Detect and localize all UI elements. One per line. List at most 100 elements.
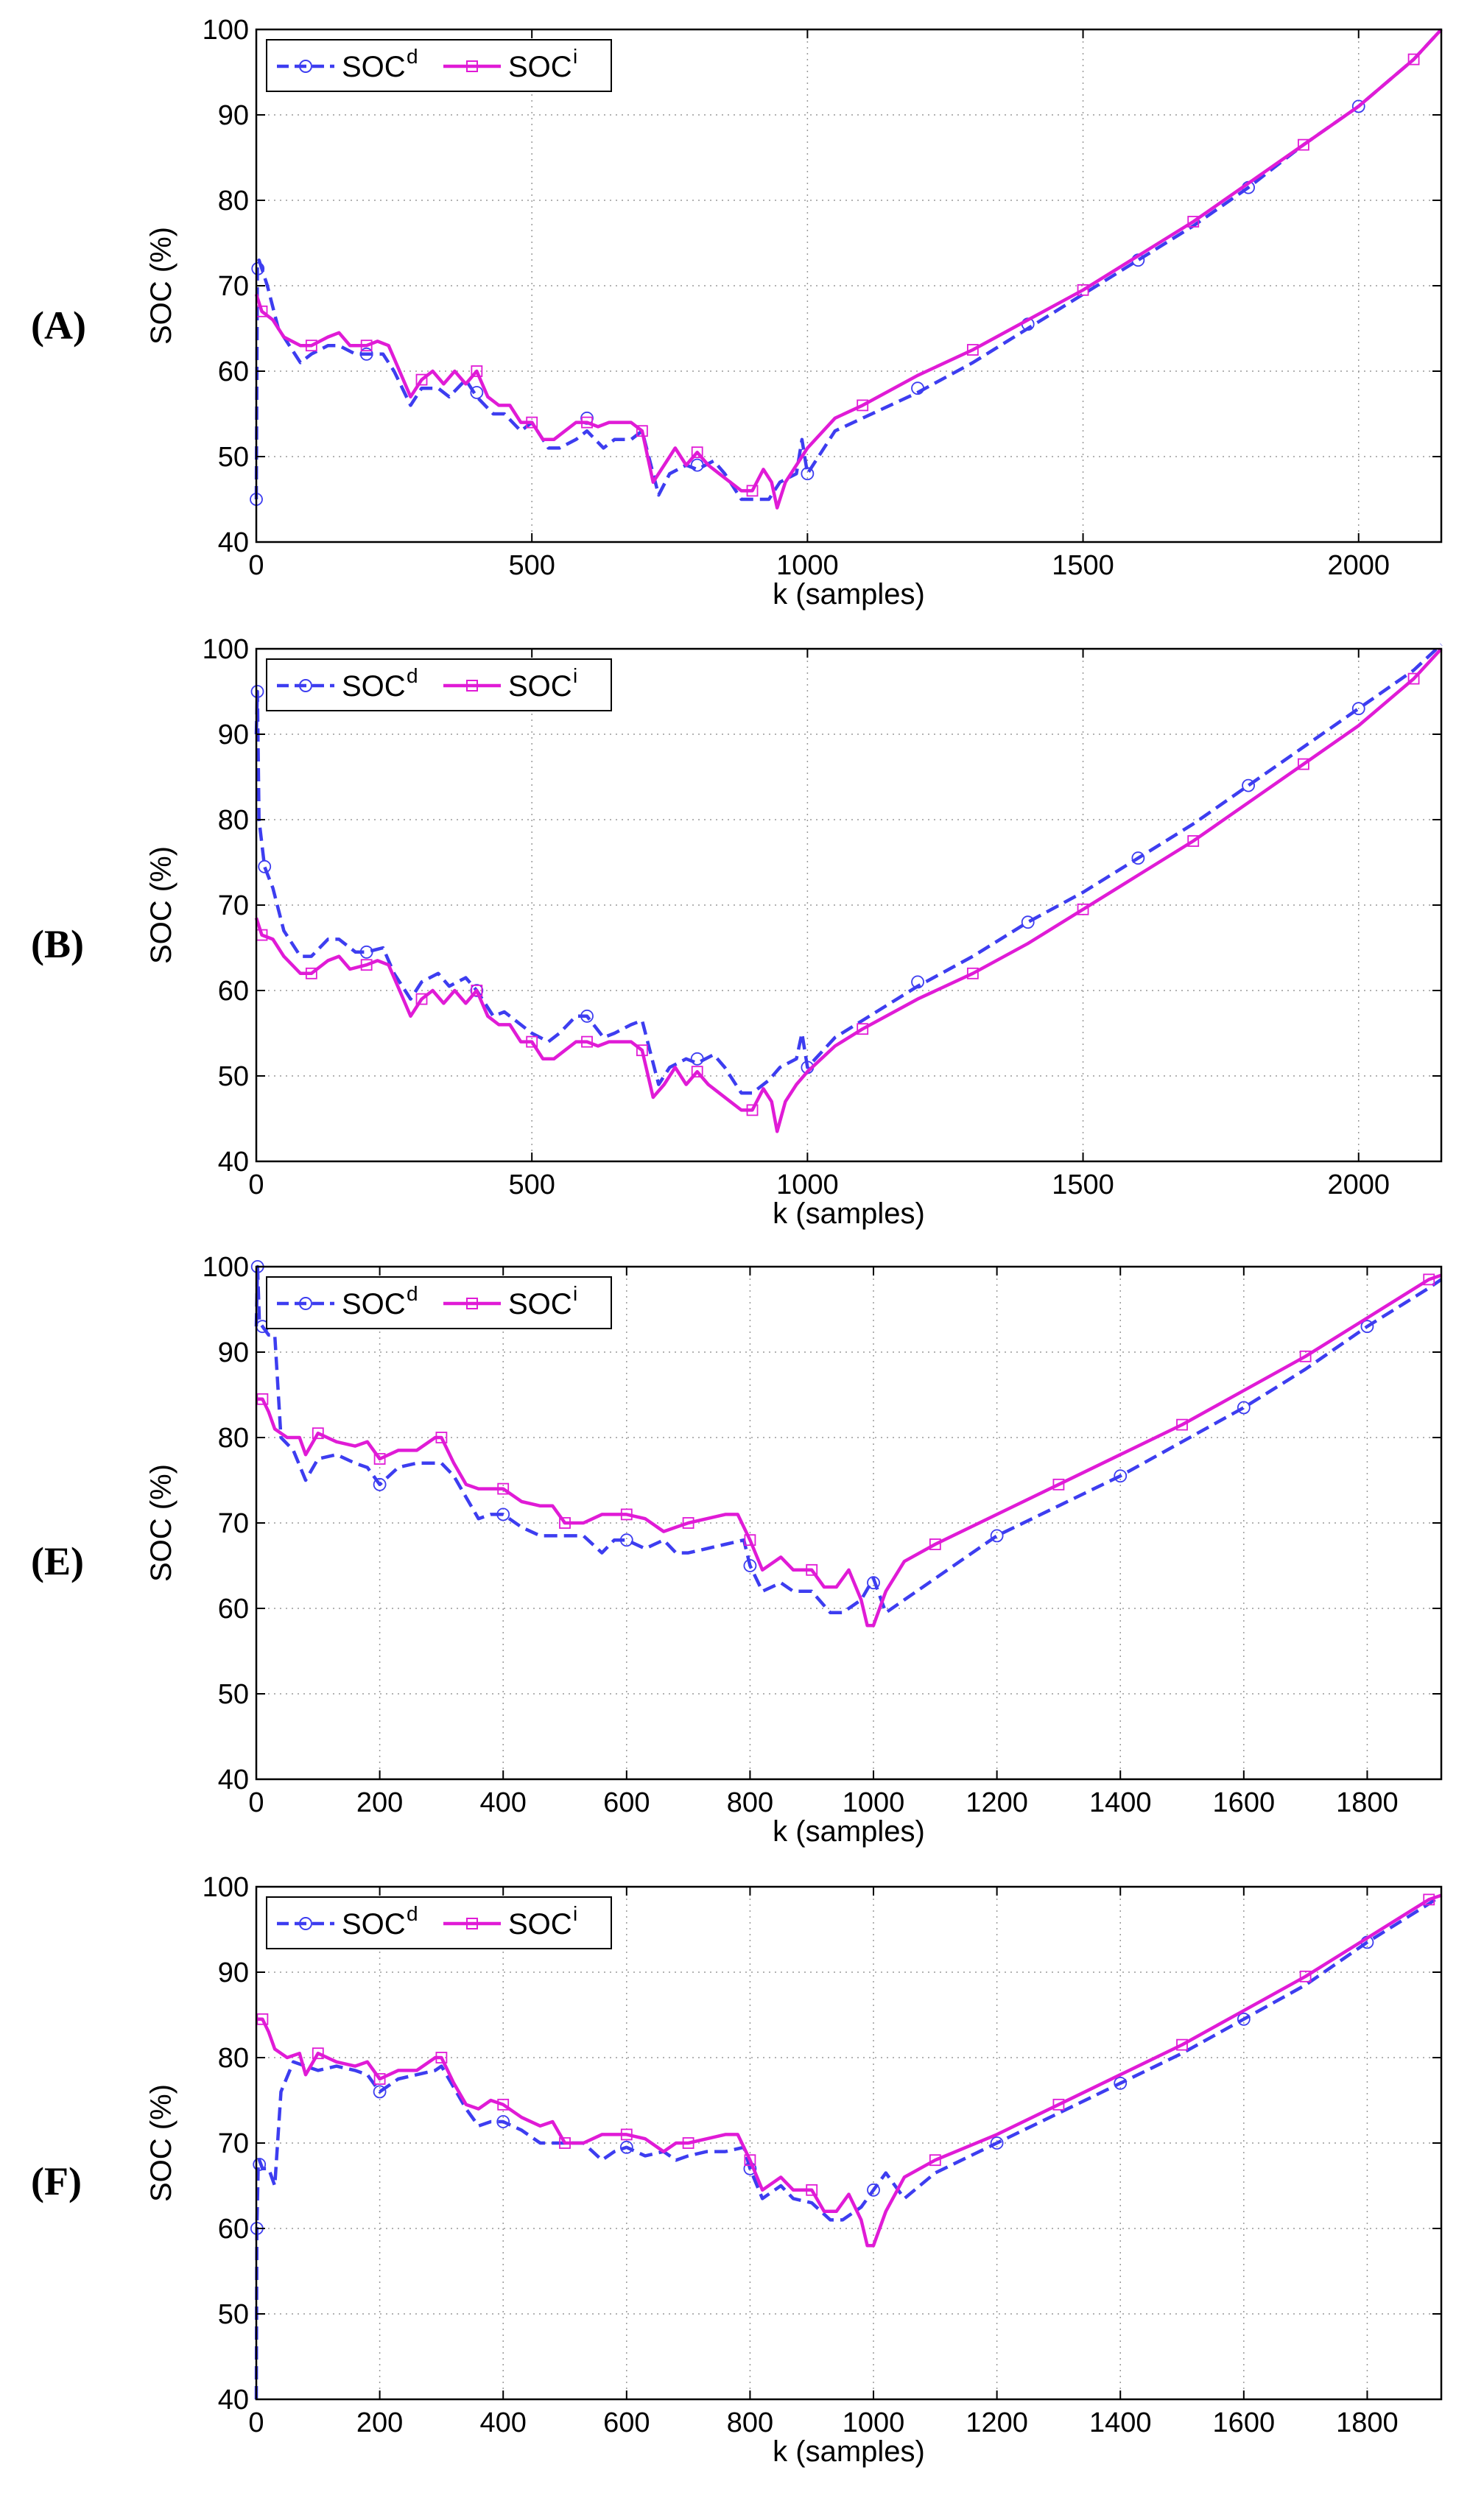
chart-2-series-0-line: [254, 1264, 1443, 1615]
chart-3-series-0-marker-1: [253, 2158, 267, 2171]
chart-1-series-0-marker-4: [580, 1009, 594, 1023]
chart-1-series-1-marker-7: [636, 1044, 648, 1057]
chart-2-series-1-line: [256, 1273, 1442, 1628]
chart-2-y-axis-label: SOC (%): [145, 1464, 177, 1582]
chart-1-series-0-marker-8: [1021, 915, 1035, 929]
chart-2-y-tick-label-0: 40: [218, 1765, 249, 1795]
chart-0-legend-sup-1: i: [573, 45, 577, 68]
chart-2-series-1-marker-14: [1423, 1273, 1435, 1286]
chart-1-legend-label-0: SOC: [342, 670, 406, 703]
chart-3-series-1-marker-11: [1052, 2098, 1065, 2111]
chart-0-series-1-marker-2: [360, 339, 373, 352]
chart-1-series-0-marker-2: [359, 945, 373, 959]
chart-3-series-1-marker-8: [744, 2154, 756, 2167]
chart-3-y-tick-label-0: 40: [218, 2385, 249, 2416]
chart-2-series-1-marker-0: [256, 1393, 269, 1405]
chart-3-x-tick-label-0: 0: [248, 2407, 264, 2438]
chart-3-series-1-marker-7: [682, 2137, 694, 2149]
chart-3-series-1-marker-6: [620, 2128, 633, 2141]
chart-3-series-1-marker-14: [1423, 1893, 1435, 1906]
chart-1-series-1-marker-9: [746, 1104, 759, 1116]
chart-2-x-tick-label-1: 200: [356, 1787, 403, 1818]
chart-3-legend-sup-0: d: [407, 1902, 418, 1925]
chart-1-x-tick-label-3: 1500: [1052, 1169, 1114, 1200]
chart-3-panel-label: (F): [31, 2159, 82, 2203]
chart-0-x-tick-label-1: 500: [508, 550, 555, 581]
chart-3-x-tick-label-5: 1000: [843, 2407, 905, 2438]
chart-1-series-1-marker-5: [526, 1035, 538, 1048]
chart-3-series-1-marker-10: [929, 2154, 941, 2167]
chart-1-x-axis-label: k (samples): [773, 1197, 925, 1230]
chart-1-series-1-marker-12: [1077, 903, 1089, 915]
chart-1-legend-sup-0: d: [407, 664, 418, 687]
chart-1-y-tick-label-2: 60: [218, 976, 249, 1007]
chart-0-series-1-marker-8: [691, 446, 703, 459]
chart-1-series-1-marker-2: [360, 959, 373, 971]
chart-2-x-tick-label-8: 1600: [1213, 1787, 1276, 1818]
chart-2-series-0-marker-10: [1360, 1320, 1374, 1334]
chart-2-series-0-marker-5: [743, 1559, 757, 1572]
chart-2-legend-label-0: SOC: [342, 1288, 406, 1320]
chart-0-series-1-marker-12: [1077, 284, 1089, 296]
chart-2-series-1-marker-12: [1176, 1418, 1188, 1431]
chart-0-series-1-marker-14: [1298, 138, 1309, 151]
chart-2-plot-area: [256, 1267, 1441, 1779]
chart-1-series-0-line: [254, 643, 1443, 1095]
chart-2-y-tick-label-3: 70: [218, 1508, 249, 1539]
chart-2-series-1-marker-11: [1052, 1478, 1065, 1491]
chart-0-panel: 0 500 1000 1500 2000 40 50 60 70 80 90 100 k (sample…: [31, 15, 1443, 611]
chart-3-series-0-marker-2: [373, 2085, 387, 2099]
chart-3-series-1-marker-2: [373, 2073, 386, 2085]
chart-1-series-1-marker-13: [1187, 835, 1200, 847]
chart-0-series-0-marker-5: [690, 458, 704, 472]
chart-1-series-1-marker-8: [691, 1066, 703, 1078]
chart-0-legend-marker-0: [299, 60, 312, 73]
chart-3-series-1-marker-0: [256, 2013, 269, 2025]
chart-1-y-tick-label-5: 90: [218, 720, 249, 750]
chart-3-series-0-marker-4: [619, 2140, 633, 2154]
chart-1-series-1-marker-4: [471, 985, 483, 996]
chart-0-y-tick-label-5: 90: [218, 100, 249, 131]
chart-1-legend-sup-1: i: [573, 664, 577, 687]
chart-2-x-axis-label: k (samples): [773, 1815, 925, 1848]
chart-0-series-1-marker-11: [966, 344, 979, 356]
chart-2-x-tick-label-6: 1200: [966, 1787, 1028, 1818]
chart-0-series-1-line: [254, 28, 1443, 510]
chart-3-legend-marker-1: [466, 1918, 478, 1929]
chart-1-x-tick-label-4: 2000: [1327, 1169, 1390, 1200]
chart-1-series-1-marker-11: [966, 967, 979, 979]
chart-0-y-tick-label-0: 40: [218, 527, 249, 558]
chart-3-x-axis-label: k (samples): [773, 2435, 925, 2468]
chart-1-series-1-marker-6: [581, 1035, 593, 1048]
chart-3-series-1-marker-4: [497, 2098, 510, 2111]
chart-3-x-tick-label-8: 1600: [1213, 2407, 1276, 2438]
chart-1-x-tick-label-0: 0: [248, 1169, 264, 1200]
chart-0-series-1-marker-3: [415, 373, 428, 386]
chart-3-series-0-marker-9: [1237, 2012, 1251, 2026]
chart-3-series-0-marker-8: [1114, 2076, 1128, 2090]
chart-2-series-1-marker-5: [559, 1517, 571, 1529]
chart-1-x-tick-label-1: 500: [508, 1169, 555, 1200]
chart-3-x-tick-label-9: 1800: [1336, 2407, 1399, 2438]
chart-2-series-1-marker-9: [806, 1563, 818, 1576]
chart-2-series-1-marker-6: [620, 1508, 633, 1521]
chart-3-x-tick-label-4: 800: [727, 2407, 773, 2438]
chart-2-series-1-marker-7: [682, 1517, 694, 1529]
chart-3-series-0-line: [254, 1893, 1443, 2400]
chart-3-legend-sup-1: i: [573, 1902, 577, 1925]
chart-2-series-1-marker-10: [929, 1538, 941, 1550]
chart-1-series-0-marker-3: [470, 984, 484, 997]
chart-2-legend-marker-0: [299, 1297, 312, 1310]
chart-2-panel: 0 200 400 600 800 1000 1200 1400 1600 1800 40 50 60 7…: [31, 1252, 1443, 1848]
chart-3-legend-label-0: SOC: [342, 1908, 406, 1941]
chart-0-series-1-marker-9: [746, 485, 759, 497]
chart-3-series-0-marker-6: [867, 2183, 880, 2197]
chart-2-series-0-marker-9: [1237, 1401, 1251, 1415]
chart-1-series-0-marker-9: [1131, 851, 1145, 865]
chart-2-series-0-marker-8: [1114, 1469, 1128, 1483]
chart-3-panel: 0 200 400 600 800 1000 1200 1400 1600 1800 40 50 60 7…: [31, 1872, 1443, 2468]
chart-1-panel-label: (B): [31, 922, 84, 966]
chart-1-series-0-marker-1: [258, 859, 272, 873]
chart-2-series-1-marker-3: [435, 1432, 448, 1443]
